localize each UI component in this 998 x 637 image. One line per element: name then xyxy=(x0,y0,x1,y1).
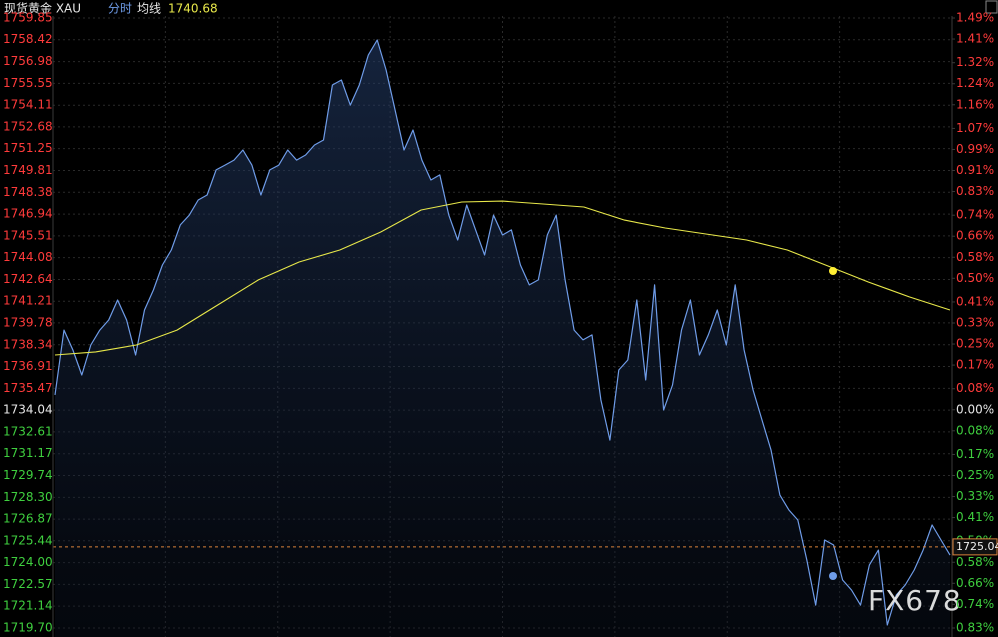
price-line xyxy=(54,39,951,626)
y2-tick-label: 0.25% xyxy=(956,337,994,351)
y-tick-label: 1758.42 xyxy=(3,32,53,46)
y2-tick-label: 0.83% xyxy=(956,184,994,198)
y-tick-label: 1748.38 xyxy=(3,185,53,199)
y2-tick-label: 0.41% xyxy=(956,294,994,308)
y2-tick-label: 0.50% xyxy=(956,271,994,285)
y2-tick-label: 0.74% xyxy=(956,597,994,611)
y2-tick-label: 1.32% xyxy=(956,55,994,69)
y2-tick-label: 1.41% xyxy=(956,32,994,46)
y-tick-label: 1751.25 xyxy=(3,141,53,155)
y2-tick-label: 0.17% xyxy=(956,358,994,372)
y2-tick-label: 1.49% xyxy=(956,11,994,25)
y-tick-label: 1722.57 xyxy=(3,577,53,591)
y-tick-label: 1724.00 xyxy=(3,555,53,569)
y-tick-label: 1752.68 xyxy=(3,119,53,133)
y2-tick-label: 0.08% xyxy=(956,381,994,395)
average-line xyxy=(54,200,951,356)
y-tick-label: 1725.44 xyxy=(3,533,53,547)
y2-tick-label: 0.66% xyxy=(956,576,994,590)
y-tick-label: 1721.14 xyxy=(3,599,53,613)
y2-tick-label: 0.91% xyxy=(956,163,994,177)
ma-label: 均线 xyxy=(137,2,161,16)
y-tick-label: 1735.47 xyxy=(3,381,53,395)
y2-tick-label: 1.07% xyxy=(956,121,994,135)
y2-tick-label: 0.83% xyxy=(956,621,994,635)
y-tick-label: 1741.21 xyxy=(3,294,53,308)
window-icon[interactable] xyxy=(985,0,998,14)
mode-label: 分时 xyxy=(108,2,132,16)
chart-title: 现货黄金 XAU xyxy=(4,1,81,16)
y-tick-label: 1754.11 xyxy=(3,98,53,112)
y-tick-label: 1732.61 xyxy=(3,424,53,438)
plot-layer xyxy=(53,39,952,637)
y2-tick-label: 0.41% xyxy=(956,510,994,524)
y2-tick-label: 0.66% xyxy=(956,229,994,243)
watermark: FX678 xyxy=(868,584,962,617)
y-tick-label: 1756.98 xyxy=(3,54,53,68)
y2-tick-label: 0.58% xyxy=(956,250,994,264)
y2-tick-label: 1.16% xyxy=(956,97,994,111)
y-tick-label: 1755.55 xyxy=(3,76,53,90)
y-tick-label: 1726.87 xyxy=(3,512,53,526)
y2-tick-label: 0.17% xyxy=(956,447,994,461)
y2-tick-label: 0.74% xyxy=(956,208,994,222)
y-tick-label: 1729.74 xyxy=(3,468,53,482)
y2-tick-label: 0.58% xyxy=(956,555,994,569)
y-tick-label: 1746.94 xyxy=(3,207,53,221)
y-tick-label: 1738.34 xyxy=(3,337,53,351)
y-tick-label: 1742.64 xyxy=(3,272,53,286)
y-tick-label: 1739.78 xyxy=(3,315,53,329)
last-price-label: 1725.04 xyxy=(956,540,998,553)
area-fill xyxy=(55,40,950,637)
y2-tick-label: 0.99% xyxy=(956,142,994,156)
y-tick-label: 1719.70 xyxy=(3,621,53,635)
last-price-box xyxy=(952,538,998,556)
y-tick-label: 1728.30 xyxy=(3,490,53,504)
y-tick-label: 1736.91 xyxy=(3,359,53,373)
y2-tick-label: 1.24% xyxy=(956,76,994,90)
y2-tick-label: 0.33% xyxy=(956,316,994,330)
y-tick-label: 1744.08 xyxy=(3,250,53,264)
price-cursor-dot xyxy=(829,572,837,580)
y2-tick-label: 0.08% xyxy=(956,423,994,437)
y-tick-label: 1749.81 xyxy=(3,163,53,177)
y-tick-label: 1759.85 xyxy=(3,11,53,25)
y2-tick-label: 0.25% xyxy=(956,468,994,482)
y-tick-label: 1745.51 xyxy=(3,228,53,242)
y2-tick-label: 0.00% xyxy=(956,402,994,416)
y-tick-label: 1734.04 xyxy=(3,403,53,417)
y2-tick-label: 0.33% xyxy=(956,489,994,503)
average-cursor-dot xyxy=(829,267,837,275)
y-tick-label: 1731.17 xyxy=(3,446,53,460)
ma-value: 1740.68 xyxy=(168,2,218,16)
